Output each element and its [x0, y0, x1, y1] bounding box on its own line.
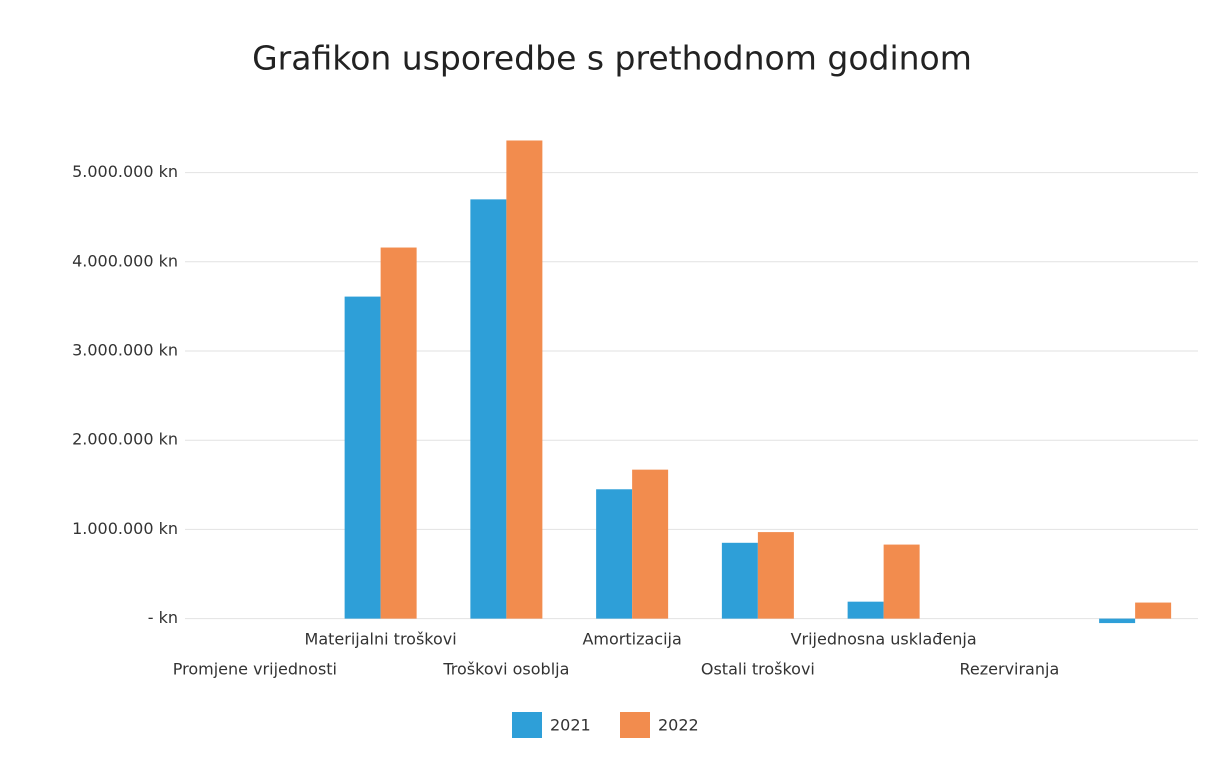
bar [632, 469, 669, 619]
bar [470, 199, 507, 619]
legend-label: 2022 [658, 716, 699, 735]
bar [1135, 602, 1172, 619]
y-tick-label: 4.000.000 kn [72, 251, 178, 270]
legend-swatch [512, 712, 542, 738]
bar [721, 542, 758, 619]
x-tick-label: Troškovi osoblja [442, 660, 569, 679]
bar [380, 247, 417, 619]
x-tick-label: Vrijednosna usklađenja [791, 630, 977, 649]
bar [506, 140, 543, 619]
x-tick-label: Ostali troškovi [701, 660, 815, 679]
legend-label: 2021 [550, 716, 591, 735]
bar [847, 601, 884, 619]
bar [344, 296, 381, 619]
x-tick-label: Promjene vrijednosti [173, 660, 337, 679]
y-tick-label: 1.000.000 kn [72, 519, 178, 538]
bar [596, 489, 633, 619]
bar [757, 532, 794, 619]
y-tick-label: 3.000.000 kn [72, 341, 178, 360]
y-tick-label: 5.000.000 kn [72, 162, 178, 181]
legend-swatch [620, 712, 650, 738]
bar [883, 544, 920, 619]
x-tick-label: Materijalni troškovi [305, 630, 457, 649]
x-tick-label: Amortizacija [582, 630, 681, 649]
x-tick-label: Rezerviranja [960, 660, 1060, 679]
chart-title: Grafikon usporedbe s prethodnom godinom [252, 39, 972, 78]
bar [1099, 618, 1136, 624]
y-tick-label: - kn [148, 608, 178, 627]
y-tick-label: 2.000.000 kn [72, 430, 178, 449]
